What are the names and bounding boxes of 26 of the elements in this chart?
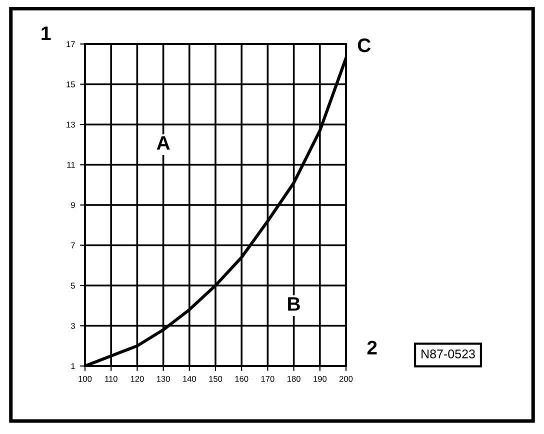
x-tick-label: 180 xyxy=(287,376,300,382)
y-tick-label: 13 xyxy=(66,122,75,128)
y-tick-label: 1 xyxy=(71,363,75,370)
x-tick-label: 140 xyxy=(183,376,196,382)
x-tick-label: 170 xyxy=(261,376,274,382)
x-axis-title: 2 xyxy=(367,340,377,354)
text: N87-0523 xyxy=(422,350,475,358)
x-tick-label: 200 xyxy=(339,376,353,382)
annotation: B xyxy=(288,297,300,311)
y-tick-label: 17 xyxy=(66,41,75,48)
x-tick-label: 130 xyxy=(156,376,170,382)
x-tick-label: 150 xyxy=(209,376,222,382)
y-axis-title: 1 xyxy=(42,26,51,40)
x-tick-label: 120 xyxy=(130,376,144,382)
y-tick-label: 5 xyxy=(70,282,75,289)
y-tick-label: 7 xyxy=(71,242,75,248)
x-tick-label: 100 xyxy=(78,376,92,382)
annotation: A xyxy=(156,136,170,150)
x-tick-label: 190 xyxy=(314,376,327,382)
x-tick-label: 110 xyxy=(105,376,118,382)
x-tick-label: 160 xyxy=(235,376,248,382)
y-tick-label: 3 xyxy=(70,322,75,329)
y-tick-label: 11 xyxy=(67,162,75,168)
y-tick-label: 9 xyxy=(71,202,75,208)
annotation: C xyxy=(358,38,371,52)
y-tick-label: 15 xyxy=(66,82,75,88)
